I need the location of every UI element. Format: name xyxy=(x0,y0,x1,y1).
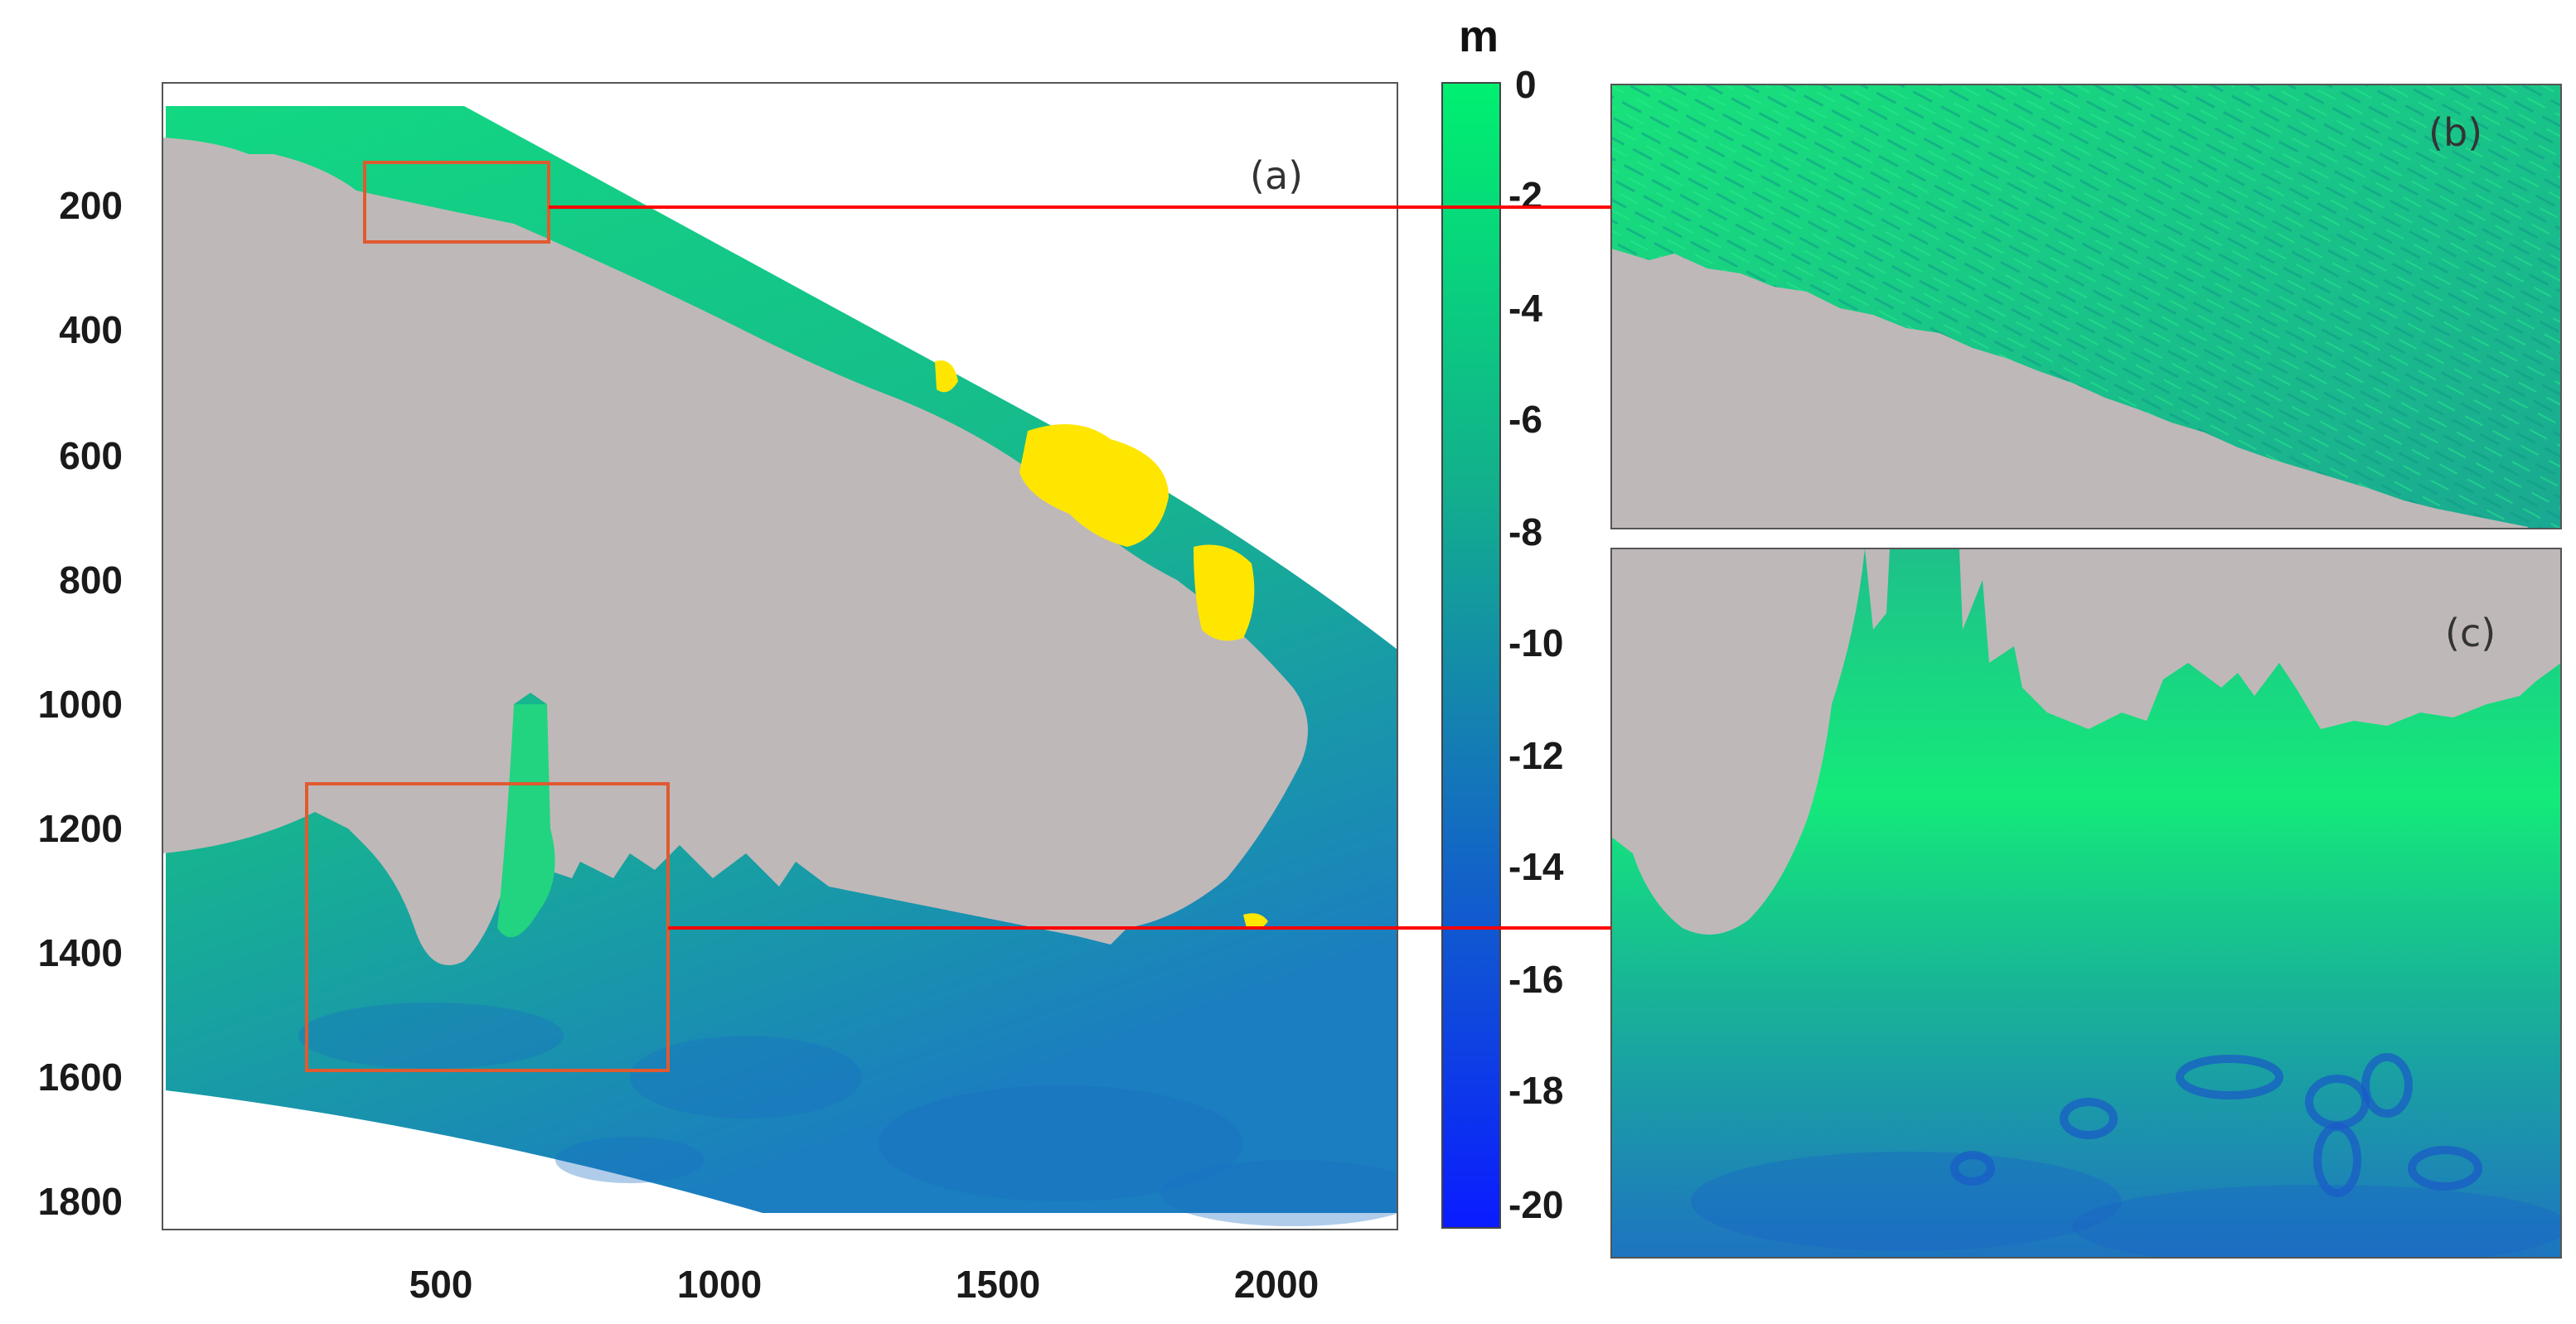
land-area xyxy=(162,138,1308,965)
inset-b-frame xyxy=(1610,84,2562,529)
colorbar-tick: -10 xyxy=(1508,621,1563,664)
inset-c-frame xyxy=(1610,548,2562,1259)
y-tick-label: 600 xyxy=(59,434,123,477)
y-tick-label: 1800 xyxy=(38,1180,123,1223)
colorbar-tick: -12 xyxy=(1508,734,1563,777)
colorbar-tick: 0 xyxy=(1515,63,1537,106)
colorbar-tick: -8 xyxy=(1508,510,1542,553)
colorbar-tick: -16 xyxy=(1508,958,1563,1001)
y-tick-label: 200 xyxy=(59,184,123,227)
colorbar-tick: -14 xyxy=(1508,845,1564,888)
inset-c-land-west xyxy=(1611,548,1865,935)
main-map-y-axis: 200 400 600 800 1000 1200 1400 1600 1800 xyxy=(38,184,123,1223)
colorbar-tick: -4 xyxy=(1508,287,1542,330)
main-map-panel xyxy=(162,106,1397,1226)
inset-c-land xyxy=(1611,548,2561,729)
panel-label-b: (b) xyxy=(2428,110,2482,155)
inset-panel-b xyxy=(1611,85,2561,529)
zoom-box-b xyxy=(363,161,550,244)
inset-panel-c xyxy=(1611,548,2561,1258)
main-map-frame xyxy=(162,82,1398,1230)
deep-patches xyxy=(298,1003,1397,1226)
inset-c-deep-shade xyxy=(1691,1152,2561,1258)
x-tick-label: 2000 xyxy=(1234,1263,1319,1306)
colorbar-unit: m xyxy=(1459,12,1499,61)
inset-c-deep-rings xyxy=(1950,1053,2482,1197)
y-tick-label: 1200 xyxy=(38,807,123,850)
panel-label-a: (a) xyxy=(1250,153,1303,198)
depth-colorbar: m 0 -2 -4 -6 -8 -10 -12 -14 -16 -18 -20 xyxy=(1441,12,1564,1229)
inset-b-land xyxy=(1611,249,2528,529)
x-tick-label: 1500 xyxy=(956,1263,1040,1306)
x-tick-label: 1000 xyxy=(677,1263,762,1306)
y-tick-label: 1600 xyxy=(38,1056,123,1099)
x-tick-label: 500 xyxy=(409,1263,473,1306)
y-tick-label: 1000 xyxy=(38,683,123,726)
colorbar-tick: -18 xyxy=(1508,1069,1563,1112)
colorbar-tick: -2 xyxy=(1508,174,1542,217)
colorbar-tick: -20 xyxy=(1508,1183,1563,1226)
y-tick-label: 800 xyxy=(59,558,123,602)
channel-inlet xyxy=(497,704,555,938)
panel-label-c: (c) xyxy=(2445,611,2496,655)
flagged-areas xyxy=(935,360,1268,930)
main-map-x-axis: 500 1000 1500 2000 xyxy=(409,1263,1319,1306)
colorbar-tick: -6 xyxy=(1508,398,1542,441)
y-tick-label: 1400 xyxy=(38,931,123,974)
colorbar-gradient xyxy=(1441,82,1501,1229)
y-tick-label: 400 xyxy=(59,308,123,351)
